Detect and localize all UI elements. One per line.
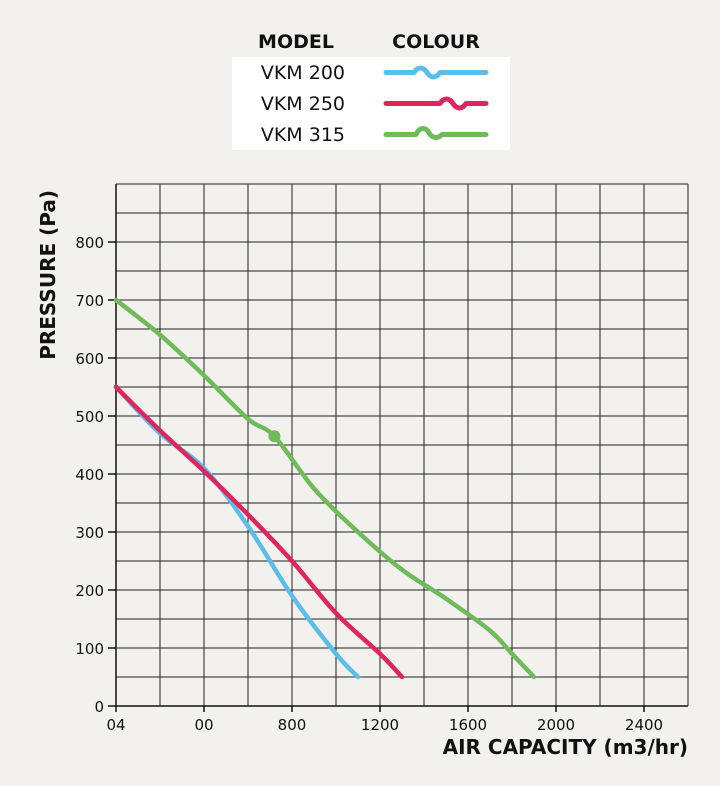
y-axis-title: PRESSURE (Pa) <box>36 190 60 360</box>
legend-series-label: VKM 250 <box>261 93 345 115</box>
legend-swatch <box>383 126 489 140</box>
legend-header-model: MODEL <box>258 31 334 53</box>
y-tick-label: 500 <box>75 408 104 426</box>
x-tick-label: 2400 <box>625 716 663 734</box>
x-tick-label: 2000 <box>537 716 575 734</box>
x-tick-label: 1600 <box>449 716 487 734</box>
y-tick-label: 700 <box>75 292 104 310</box>
x-tick-label: 04 <box>106 716 125 734</box>
legend-swatch <box>383 96 489 111</box>
y-tick-label: 0 <box>94 698 104 716</box>
y-tick-label: 800 <box>75 234 104 252</box>
y-tick-label: 300 <box>75 524 104 542</box>
y-tick-label: 400 <box>75 466 104 484</box>
legend-header-colour: COLOUR <box>392 31 480 53</box>
series-line-vkm-315 <box>113 297 537 680</box>
legend-series-label: VKM 200 <box>261 62 345 84</box>
x-tick-label: 800 <box>278 716 307 734</box>
legend-series-label: VKM 315 <box>261 124 345 146</box>
series-line-vkm-250 <box>113 384 405 680</box>
y-tick-label: 600 <box>75 350 104 368</box>
y-tick-label: 200 <box>75 582 104 600</box>
x-axis-title: AIR CAPACITY (m3/hr) <box>443 735 688 759</box>
x-tick-label: 1200 <box>361 716 399 734</box>
y-tick-label: 100 <box>75 640 104 658</box>
x-tick-label: 00 <box>194 716 213 734</box>
series-marker-vkm-315 <box>268 430 281 443</box>
legend-swatch <box>383 65 489 80</box>
